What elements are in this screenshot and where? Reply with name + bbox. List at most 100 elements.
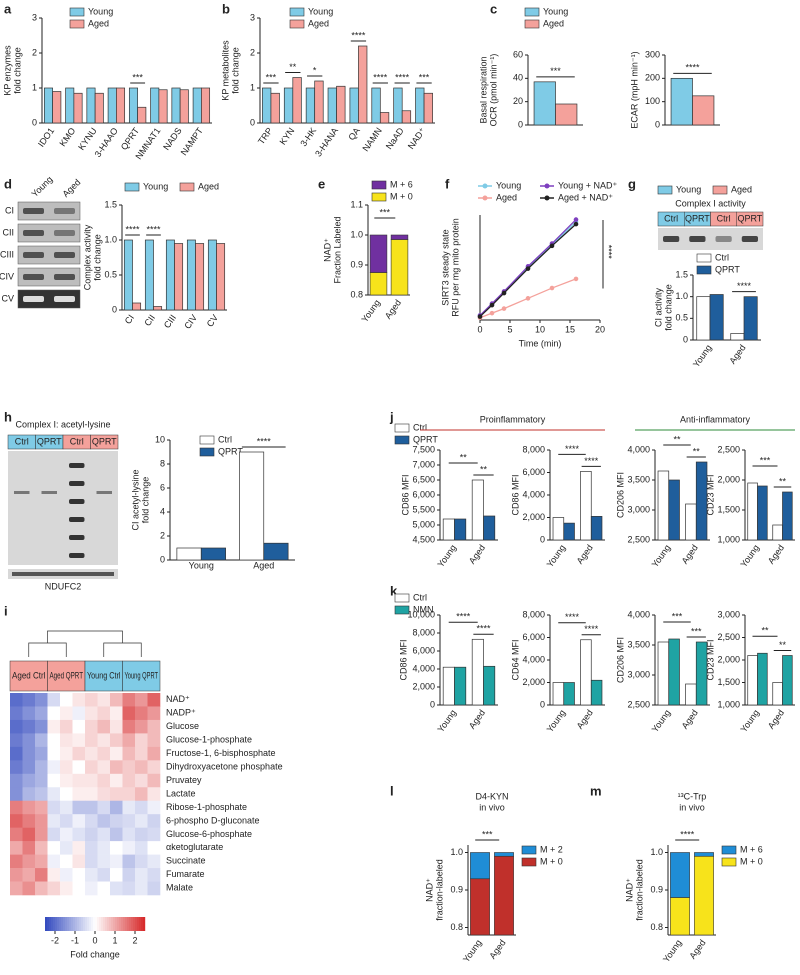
y-tick-label: 4,500 [412,534,435,544]
annotation: **** [476,624,491,634]
bar [283,87,294,124]
heatmap-cell [135,881,148,896]
bar [86,87,96,124]
y-tick-label: 0 [250,117,255,127]
y-tick-label: 20 [513,96,523,106]
bar [263,542,289,561]
colorbar-step [125,917,128,931]
bar [216,243,226,311]
y-tick-label: 0.9 [450,884,463,894]
bar [743,296,758,341]
bar-segment [390,239,409,296]
point [477,314,483,319]
colorbar-step [137,917,140,931]
blot-band [23,296,44,302]
lane-label: QPRT [92,436,117,446]
legend-swatch [289,7,305,17]
bar [747,655,758,706]
panel-letter: k [390,583,398,598]
bar-segment [494,855,514,936]
heatmap-cell [135,787,148,802]
y-tick-label: 3 [250,12,255,22]
dendrogram [47,630,123,643]
x-tick-label: NAMN [361,126,384,153]
y-tick-label: 2,500 [717,632,740,642]
lane-label: Young [30,174,55,199]
heatmap-cell [22,814,36,828]
x-tick-label: Young [545,708,568,734]
colorbar-tick-label: 2 [132,935,137,945]
group-header [122,660,161,692]
heatmap-cell [60,719,73,734]
heatmap-cell [60,760,73,775]
bar [757,485,768,541]
annotation: ** [693,446,701,456]
colorbar-tick-label: 1 [112,935,117,945]
y-tick-label: 0 [430,699,435,709]
legend-label: QPRT [218,446,243,456]
colorbar-step [81,917,84,931]
y-axis-label: fold change [140,477,150,524]
bar [533,81,556,126]
lane-cell [90,434,119,450]
row-label: CV [1,293,14,303]
y-axis-label: CD86 MFI [400,474,410,515]
legend-label: M + 0 [740,856,763,866]
bar [552,682,565,706]
y-tick-label: 1 [32,82,37,92]
bar [270,92,280,124]
annotation: **** [584,456,599,466]
x-tick-label: Aged [766,543,786,566]
y-tick-label: 8,000 [522,609,545,619]
heatmap-cell [97,733,111,748]
colorbar-step [87,917,90,931]
heatmap-cell [147,868,161,882]
legend-swatch [524,19,540,29]
colorbar-tick-label: -1 [71,935,79,945]
heatmap-cell [122,787,136,802]
heatmap-cell [72,841,86,855]
blot-strip [17,245,81,265]
x-tick-label: Young [738,708,761,734]
heatmap-cell [85,827,98,842]
heatmap-cell [35,841,48,855]
heatmap-cell [22,719,36,734]
row-label: Ribose-1-phosphate [166,802,247,812]
y-axis-label: ECAR (mpH min⁻¹) [629,51,639,128]
heatmap-cell [10,800,23,815]
x-tick-label: 0 [477,324,482,334]
y-tick-label: 0.5 [104,269,117,279]
legend-label: M + 6 [390,179,413,189]
blot-band [69,481,85,486]
bar [670,77,693,126]
heatmap-cell [72,827,86,842]
bar [43,87,53,124]
y-tick-label: 2,000 [522,512,545,522]
y-axis-label: Fraction Labeled [332,216,342,283]
annotation: *** [132,72,143,82]
heatmap-cell [97,827,111,842]
bar [423,92,433,124]
legend-label: Ctrl [413,592,427,602]
heatmap-cell [35,881,48,896]
heatmap-cell [60,787,73,802]
heatmap-cell [60,800,73,815]
annotation: *** [380,207,391,217]
y-axis-label: NAD⁺ [624,878,634,902]
y-tick-label: 1,000 [717,699,740,709]
blot-band [54,252,75,258]
heatmap-cell [122,841,136,855]
heatmap-cell [10,881,23,896]
legend-swatch [371,180,387,190]
colorbar-step [47,917,50,931]
point [501,306,507,311]
panel-letter: j [389,409,394,424]
heatmap-cell [22,800,36,815]
heatmap-cell [122,868,136,882]
bar [292,77,302,124]
bar [153,306,163,311]
lane-label: Ctrl [15,436,29,446]
lane-label: QPRT [737,213,762,223]
heatmap-cell [47,760,61,775]
annotation: **** [125,224,140,234]
